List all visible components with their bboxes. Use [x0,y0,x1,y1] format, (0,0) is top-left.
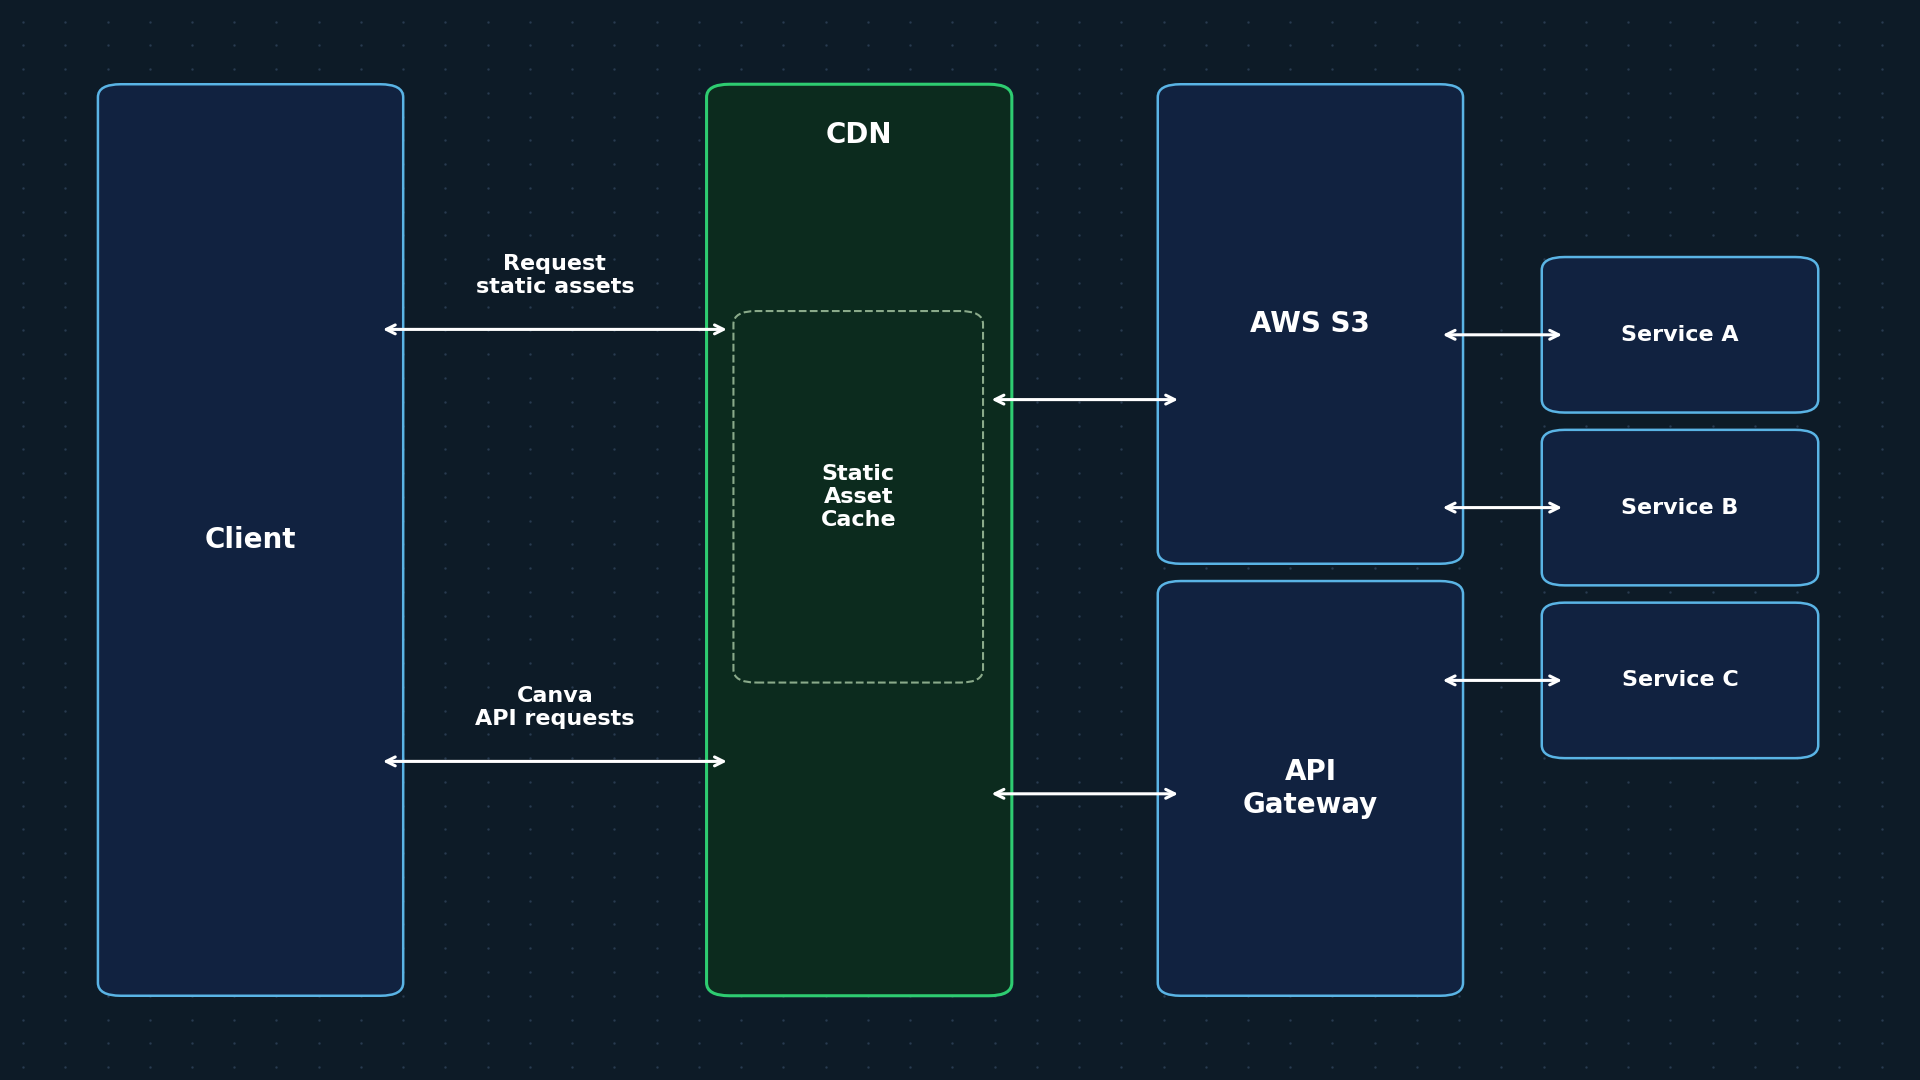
Text: Request
static assets: Request static assets [476,254,634,297]
Text: Service B: Service B [1620,498,1740,517]
Text: Client: Client [205,526,296,554]
FancyBboxPatch shape [733,311,983,683]
Text: Service A: Service A [1620,325,1740,345]
FancyBboxPatch shape [1542,257,1818,413]
FancyBboxPatch shape [1542,430,1818,585]
Text: Service C: Service C [1622,671,1738,690]
Text: AWS S3: AWS S3 [1250,310,1371,338]
FancyBboxPatch shape [98,84,403,996]
Text: API
Gateway: API Gateway [1242,758,1379,819]
FancyBboxPatch shape [1158,581,1463,996]
FancyBboxPatch shape [1542,603,1818,758]
Text: Static
Asset
Cache: Static Asset Cache [820,463,897,530]
FancyBboxPatch shape [1158,84,1463,564]
Text: Canva
API requests: Canva API requests [474,686,636,729]
FancyBboxPatch shape [707,84,1012,996]
Text: CDN: CDN [826,121,893,149]
